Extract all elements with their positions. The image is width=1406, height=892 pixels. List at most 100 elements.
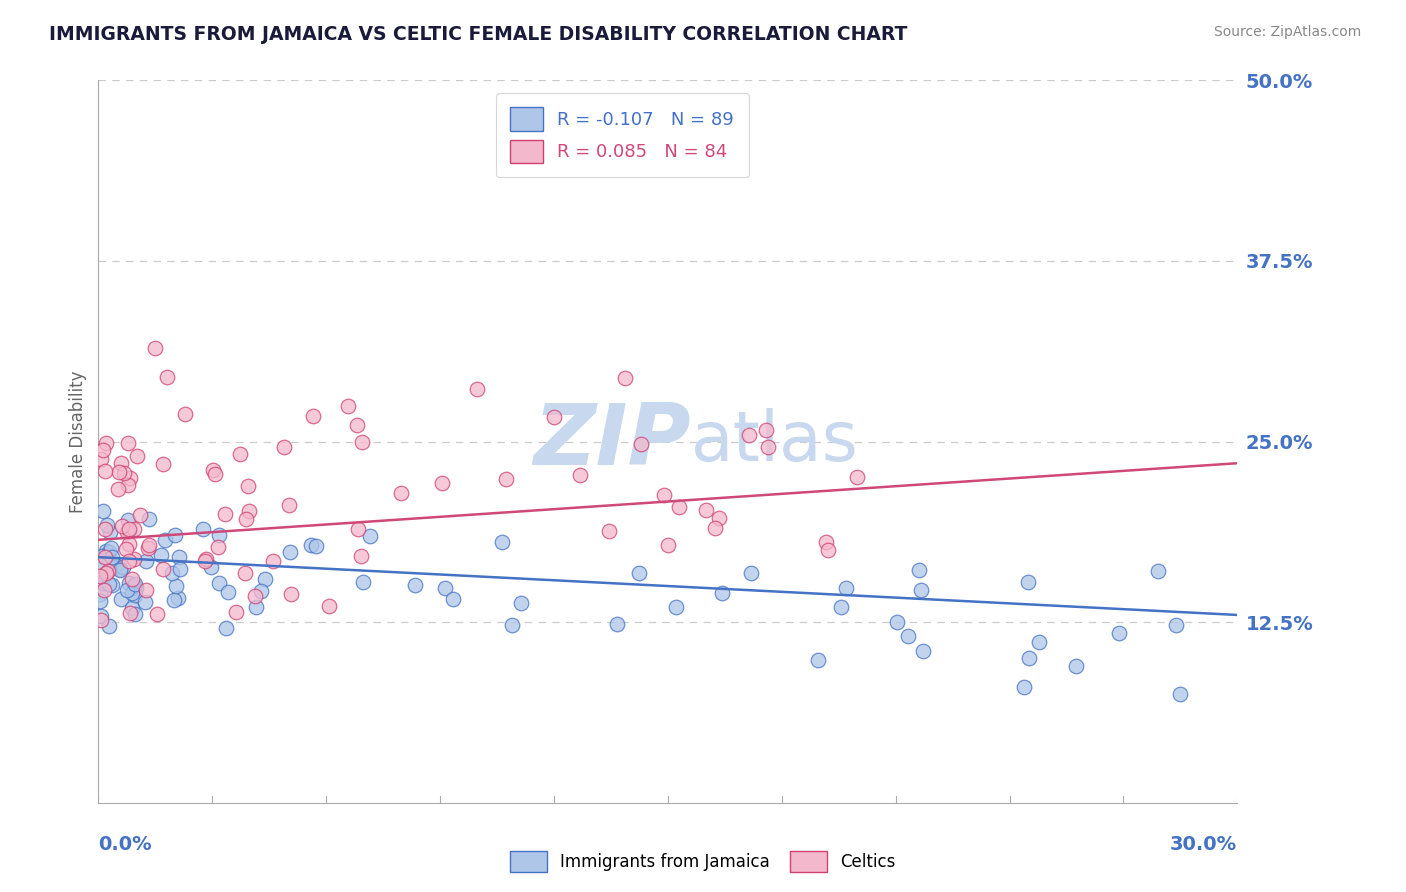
Point (121, 572, 143, 586)
Point (1170, 687, 1192, 701)
Point (305, 539, 328, 553)
Point (350, 435, 373, 450)
Legend: Immigrants from Jamaica, Celtics: Immigrants from Jamaica, Celtics (503, 845, 903, 879)
Point (110, 592, 132, 607)
Point (278, 545, 301, 559)
Point (1018, 651, 1040, 665)
Point (208, 576, 231, 591)
Point (243, 589, 266, 603)
Point (108, 562, 131, 576)
Point (236, 479, 259, 493)
Point (100, 541, 122, 555)
Point (90, 613, 112, 627)
Point (238, 504, 260, 518)
Point (912, 644, 935, 658)
Point (215, 621, 238, 635)
Point (756, 440, 779, 454)
Point (93, 464, 115, 478)
Point (235, 511, 257, 525)
Point (103, 559, 125, 574)
Point (191, 522, 214, 536)
Point (336, 399, 359, 413)
Point (846, 470, 869, 484)
Point (217, 584, 239, 599)
Point (146, 607, 169, 622)
Point (467, 382, 489, 396)
Point (229, 447, 252, 461)
Point (318, 599, 340, 613)
Point (96, 518, 118, 533)
Point (152, 457, 174, 471)
Point (174, 407, 197, 421)
Point (125, 581, 148, 595)
Point (117, 478, 139, 492)
Point (118, 524, 141, 538)
Point (614, 371, 637, 385)
Point (112, 466, 135, 480)
Point (162, 592, 184, 607)
Point (149, 549, 172, 563)
Point (97, 577, 120, 591)
Point (152, 562, 174, 576)
Point (1108, 626, 1130, 640)
Point (121, 586, 143, 600)
Point (98, 545, 121, 559)
Point (89, 569, 111, 583)
Point (501, 618, 523, 632)
Point (98, 524, 121, 539)
Point (101, 578, 124, 592)
Point (94, 544, 117, 558)
Point (94, 566, 117, 580)
Point (93, 522, 115, 536)
Point (169, 562, 191, 576)
Point (886, 615, 908, 630)
Point (703, 521, 725, 535)
Point (98, 619, 121, 633)
Point (110, 456, 132, 470)
Point (202, 463, 225, 477)
Point (628, 566, 651, 580)
Point (118, 537, 141, 551)
Point (160, 566, 183, 580)
Point (118, 554, 141, 568)
Point (138, 538, 160, 552)
Point (194, 554, 217, 568)
Point (118, 576, 141, 591)
Point (97, 564, 120, 578)
Point (214, 508, 236, 522)
Point (91, 575, 114, 590)
Point (115, 525, 138, 540)
Point (117, 436, 139, 450)
Point (94, 549, 117, 564)
Point (302, 409, 325, 423)
Point (433, 581, 456, 595)
Point (1164, 618, 1187, 632)
Point (404, 577, 426, 591)
Point (135, 582, 157, 597)
Point (200, 560, 222, 574)
Text: atlas: atlas (690, 408, 859, 475)
Point (134, 595, 156, 609)
Point (389, 486, 412, 500)
Point (668, 500, 690, 514)
Text: ZIP: ZIP (533, 400, 690, 483)
Point (91, 549, 114, 564)
Point (195, 552, 218, 566)
Point (122, 579, 145, 593)
Point (120, 471, 142, 485)
Point (710, 585, 733, 599)
Point (738, 428, 761, 442)
Point (124, 607, 146, 621)
Point (245, 599, 267, 614)
Point (93, 442, 115, 457)
Point (652, 488, 675, 502)
Point (233, 566, 256, 580)
Point (124, 588, 146, 602)
Point (145, 341, 167, 355)
Point (91, 568, 114, 582)
Point (111, 559, 134, 574)
Point (665, 600, 688, 615)
Point (908, 564, 931, 578)
Point (90, 451, 112, 466)
Point (1012, 680, 1035, 694)
